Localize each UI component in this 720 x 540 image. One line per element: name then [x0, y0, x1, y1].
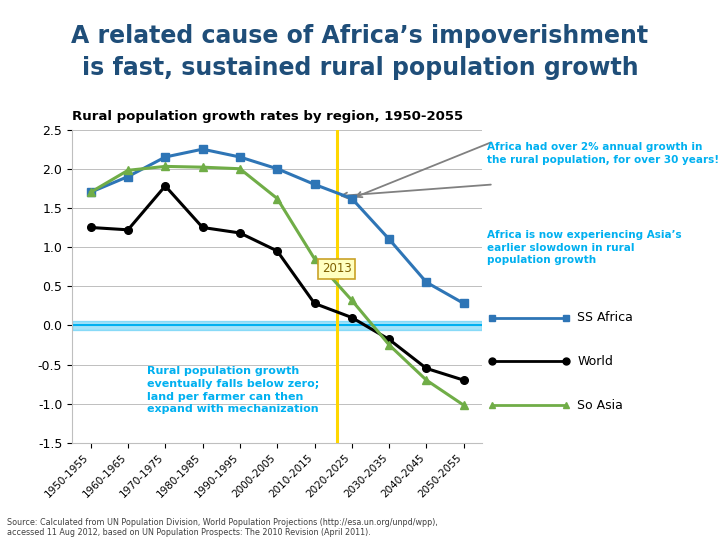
Text: So Asia: So Asia [577, 399, 624, 411]
Text: Africa is now experiencing Asia’s
earlier slowdown in rural
population growth: Africa is now experiencing Asia’s earlie… [487, 230, 682, 266]
Text: World: World [577, 355, 613, 368]
Text: A related cause of Africa’s impoverishment
is fast, sustained rural population g: A related cause of Africa’s impoverishme… [71, 24, 649, 79]
Bar [72, 321, 482, 330]
Text: SS Africa: SS Africa [577, 311, 634, 324]
Text: Rural population growth
eventually falls below zero;
land per farmer can then
ex: Rural population growth eventually falls… [147, 366, 319, 415]
Text: Rural population growth rates by region, 1950-2055: Rural population growth rates by region,… [72, 110, 463, 123]
Text: Source: Calculated from UN Population Division, World Population Projections (ht: Source: Calculated from UN Population Di… [7, 518, 438, 537]
Text: Africa had over 2% annual growth in
the rural population, for over 30 years!: Africa had over 2% annual growth in the … [487, 142, 719, 165]
Text: 2013: 2013 [322, 262, 352, 275]
